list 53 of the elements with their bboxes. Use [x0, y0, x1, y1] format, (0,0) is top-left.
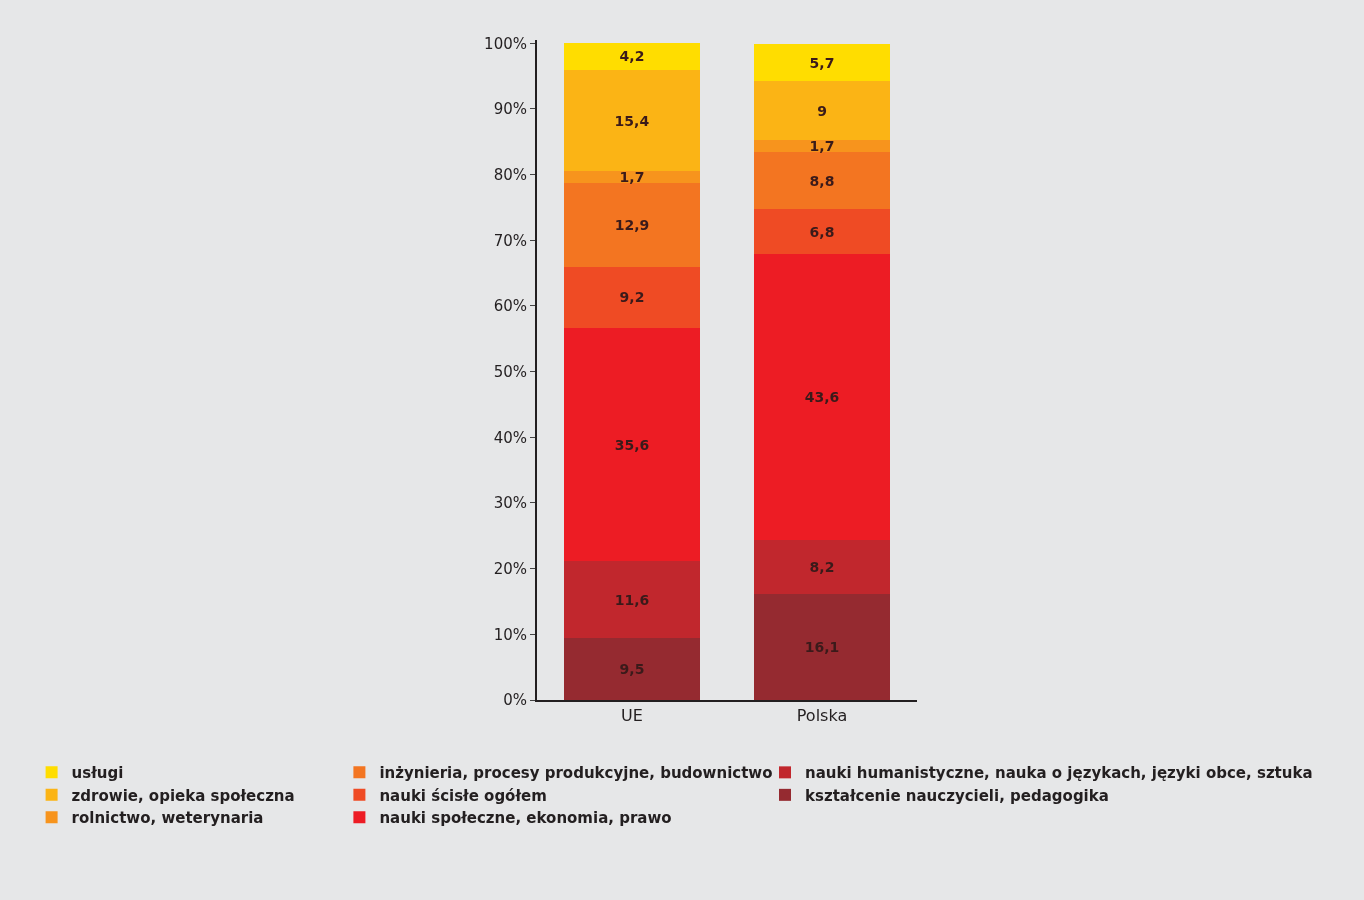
legend-label: inżynieria, procesy produkcyjne, budownictwo [379, 764, 773, 783]
data-label: 11,6 [614, 591, 650, 608]
bar [563, 42, 701, 71]
legend-label: kształcenie nauczycieli, pedagogika [805, 786, 1109, 805]
bar [563, 561, 701, 638]
bar [563, 327, 701, 562]
data-label: 1,7 [809, 138, 835, 155]
legend-label: nauki ścisłe ogółem [379, 786, 547, 805]
y-tick-label: 10% [493, 625, 527, 644]
data-label: 43,6 [804, 389, 840, 406]
bar [753, 594, 891, 700]
data-label: 9 [817, 102, 827, 119]
y-tick-label: 90% [493, 100, 527, 119]
y-tick-label: 40% [493, 428, 527, 447]
data-label: 8,8 [809, 172, 835, 189]
bar [753, 140, 891, 152]
legend-label: zdrowie, opieka społeczna [71, 786, 295, 805]
data-label: 12,9 [614, 216, 650, 233]
data-label: 9,2 [619, 289, 645, 306]
legend-label: nauki humanistyczne, nauka o językach, języki obce, sztuka [805, 764, 1313, 783]
bar [563, 171, 701, 183]
y-tick-label: 70% [493, 231, 527, 250]
data-label: 1,7 [619, 168, 645, 185]
legend-label: nauki społeczne, ekonomia, prawo [379, 809, 672, 828]
data-label: 16,1 [804, 639, 840, 656]
bar [753, 540, 891, 595]
bar [563, 637, 701, 700]
y-tick-label: 80% [493, 165, 527, 184]
y-tick-label: 100% [484, 34, 527, 53]
x-tick-label: UE [621, 706, 643, 726]
bar [753, 254, 891, 541]
data-label: 5,7 [809, 54, 835, 71]
bar [563, 182, 701, 268]
legend-label: usługi [71, 764, 124, 783]
y-tick-label: 50% [493, 362, 527, 381]
bar [753, 209, 891, 255]
data-label: 4,2 [619, 48, 645, 65]
bar [563, 267, 701, 328]
data-label: 15,4 [614, 112, 650, 129]
bar [753, 43, 891, 82]
legend-label: rolnictwo, weterynaria [71, 809, 264, 828]
bar [753, 151, 891, 210]
y-tick-label: 0% [503, 691, 527, 710]
x-tick-label: Polska [796, 706, 848, 726]
data-label: 8,2 [809, 559, 835, 576]
y-tick-label: 20% [493, 559, 527, 578]
bar [753, 81, 891, 141]
bar [563, 70, 701, 172]
y-tick-label: 30% [493, 494, 527, 513]
data-label: 9,5 [619, 660, 645, 677]
data-label: 35,6 [614, 436, 650, 453]
y-tick-label: 60% [493, 297, 527, 316]
data-label: 6,8 [809, 223, 835, 240]
